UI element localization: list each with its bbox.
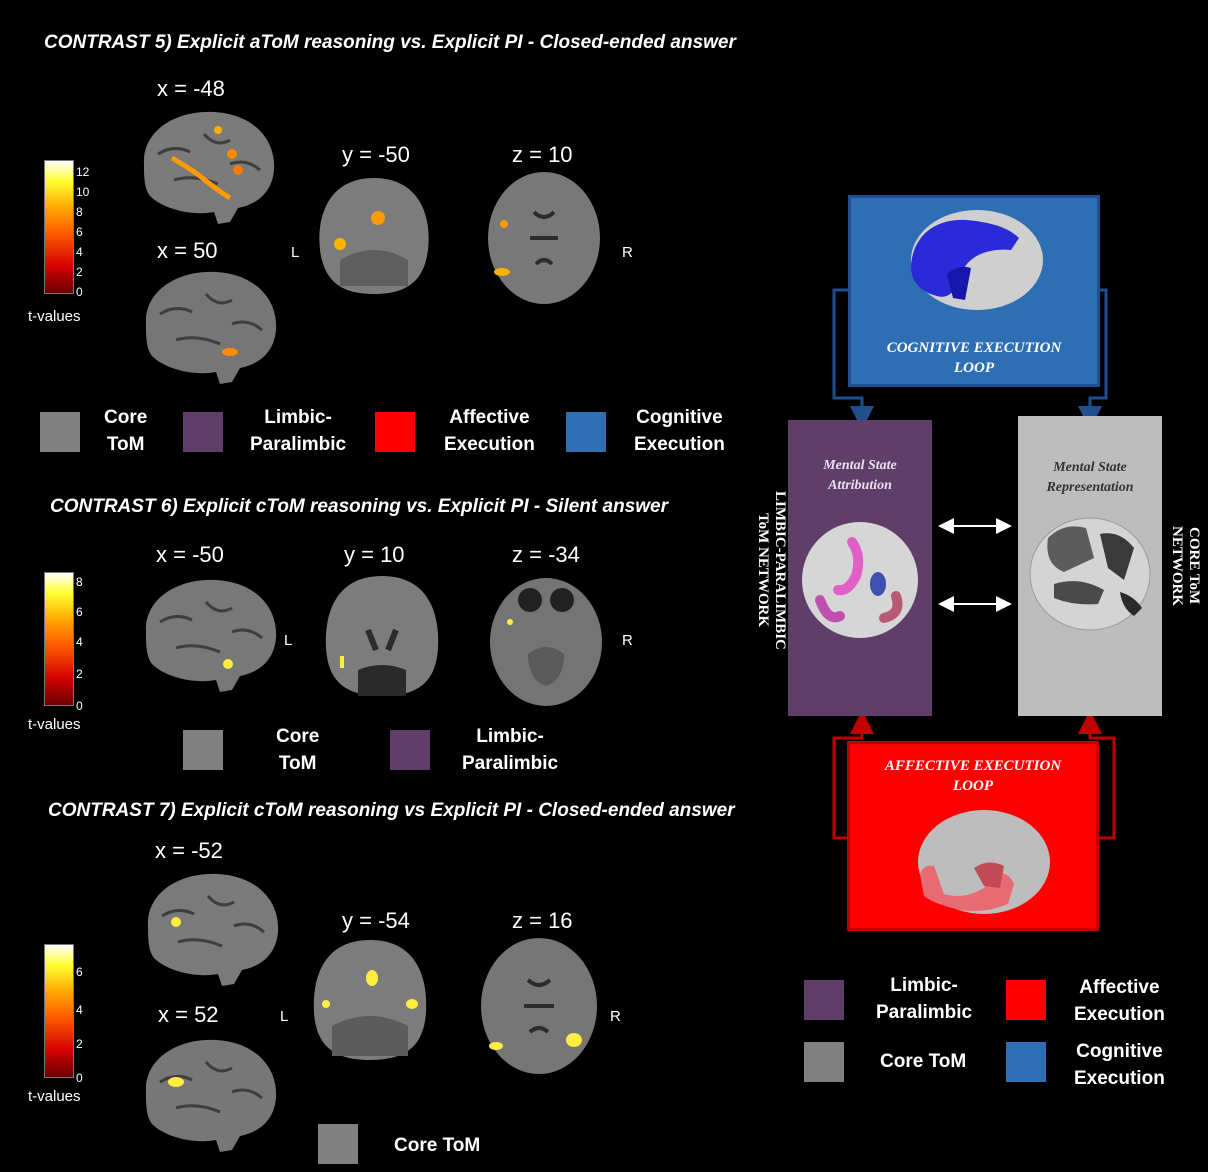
cognitive-execution-loop-box: COGNITIVE EXECUTION LOOP [848,195,1100,387]
legend-swatch-core-tom [804,1042,844,1082]
legend-label-cognitive-execution: Cognitive Execution [634,407,725,455]
contrast7-slice-z-label: z = 16 [512,908,573,933]
legend-swatch-core-tom [183,730,223,770]
contrast5-coronal-slice [319,178,429,294]
core-tom-box: Mental State Representation [1018,416,1162,716]
affective-execution-loop-label: AFFECTIVE EXECUTION LOOP [884,758,1062,794]
contrast6-title: CONTRAST 6) Explicit cToM reasoning vs. … [50,496,668,517]
contrast6-sagittal-slice [145,579,277,692]
colorbar-tick: 2 [76,667,83,681]
colorbar-tick: 12 [76,165,90,179]
contrast7-slice-x2-label: x = 52 [158,1002,219,1027]
contrast5-slice-x2-label: x = 50 [157,238,218,263]
legend-swatch-limbic-paralimbic [183,412,223,452]
legend-swatch-core-tom [318,1124,358,1164]
brain-render-affective [918,810,1050,914]
legend-swatch-affective-execution [375,412,415,452]
contrast5-colorbar-label: t-values [28,308,81,325]
contrast5-axial-slice [488,172,600,304]
contrast5-sagittal-slice-x1 [143,111,275,224]
colorbar-tick: 2 [76,265,83,279]
model-connector-arrows [832,288,1116,840]
colorbar-tick: 0 [76,1071,83,1085]
contrast7-slice-y-label: y = -54 [342,908,410,933]
contrast6-slice-y-label: y = 10 [344,542,405,567]
contrast6-axial-slice [490,578,602,706]
affective-execution-loop-box: AFFECTIVE EXECUTION LOOP [847,741,1099,931]
colorbar-tick: 2 [76,1037,83,1051]
contrast7-sagittal-slice-x1 [147,873,279,986]
legend-swatch-cognitive-execution [1006,1042,1046,1082]
colorbar-tick: 0 [76,285,83,299]
colorbar-tick: 4 [76,245,83,259]
contrast5-colorbar-gradient [44,160,74,294]
legend-swatch-affective-execution [1006,980,1046,1020]
colorbar-tick: 0 [76,699,83,713]
contrast6-colorbar-gradient [44,572,74,706]
legend-label-core-tom: Core ToM [880,1051,967,1072]
legend-label-limbic-paralimbic: Limbic- Paralimbic [462,726,559,774]
colorbar-tick: 8 [76,205,83,219]
contrast7-slice-x1-label: x = -52 [155,838,223,863]
brain-render-cognitive [911,210,1043,310]
contrast5-slice-x1-label: x = -48 [157,76,225,101]
contrast5-sagittal-slice-x2 [145,271,277,384]
contrast6-slice-x-label: x = -50 [156,542,224,567]
legend-label-affective-execution: Affective Execution [444,407,535,455]
core-tom-network-label: CORE ToM NETWORK [1169,525,1202,606]
contrast7-right-marker: R [610,1008,621,1025]
colorbar-tick: 4 [76,1003,83,1017]
colorbar-tick: 6 [76,965,83,979]
mental-state-representation-label: Mental State Representation [1046,460,1134,495]
mental-state-attribution-label: Mental State Attribution [823,458,897,493]
contrast7-axial-slice [481,938,597,1074]
legend-label-cognitive-execution: Cognitive Execution [1074,1041,1165,1089]
contrast5-slice-z-label: z = 10 [512,142,573,167]
contrast5-right-marker: R [622,244,633,261]
legend-label-core-tom: Core ToM [394,1135,481,1156]
contrast5-left-marker: L [291,244,300,261]
legend-label-core-tom: Core ToM [104,407,148,455]
contrast6-colorbar: 8 6 4 2 0 [44,572,104,712]
limbic-paralimbic-box: Mental State Attribution [788,420,932,716]
contrast7-colorbar-label: t-values [28,1088,81,1105]
legend-swatch-cognitive-execution [566,412,606,452]
legend-label-limbic-paralimbic: Limbic- Paralimbic [876,975,973,1023]
colorbar-tick: 8 [76,575,83,589]
contrast7-title: CONTRAST 7) Explicit cToM reasoning vs E… [48,800,735,821]
cognitive-execution-loop-label: COGNITIVE EXECUTION LOOP [886,340,1062,376]
contrast6-slice-z-label: z = -34 [512,542,580,567]
contrast6-colorbar-label: t-values [28,716,81,733]
brain-render-limbic [802,522,918,638]
contrast5-slice-y-label: y = -50 [342,142,410,167]
contrast5-colorbar: 12 10 8 6 4 2 0 [44,160,104,300]
contrast7-sagittal-slice-x2 [145,1039,277,1152]
contrast6-left-marker: L [284,632,293,649]
colorbar-tick: 10 [76,185,90,199]
legend-label-affective-execution: Affective Execution [1074,977,1165,1025]
contrast7-colorbar: 6 4 2 0 [44,944,104,1084]
contrast7-coronal-slice [313,940,427,1060]
contrast6-coronal-slice [325,576,439,696]
colorbar-tick: 6 [76,605,83,619]
legend-label-core-tom: Core ToM [276,726,320,774]
brain-render-core-tom [1029,517,1151,631]
legend-swatch-core-tom [40,412,80,452]
legend-swatch-limbic-paralimbic [390,730,430,770]
contrast5-title: CONTRAST 5) Explicit aToM reasoning vs. … [44,32,736,53]
contrast7-left-marker: L [280,1008,289,1025]
contrast6-right-marker: R [622,632,633,649]
colorbar-tick: 6 [76,225,83,239]
contrast7-colorbar-gradient [44,944,74,1078]
legend-swatch-limbic-paralimbic [804,980,844,1020]
limbic-paralimbic-network-label: LIMBIC-PARALIMBIC ToM NETWORK [755,490,788,650]
colorbar-tick: 4 [76,635,83,649]
legend-label-limbic-paralimbic: Limbic- Paralimbic [250,407,347,455]
